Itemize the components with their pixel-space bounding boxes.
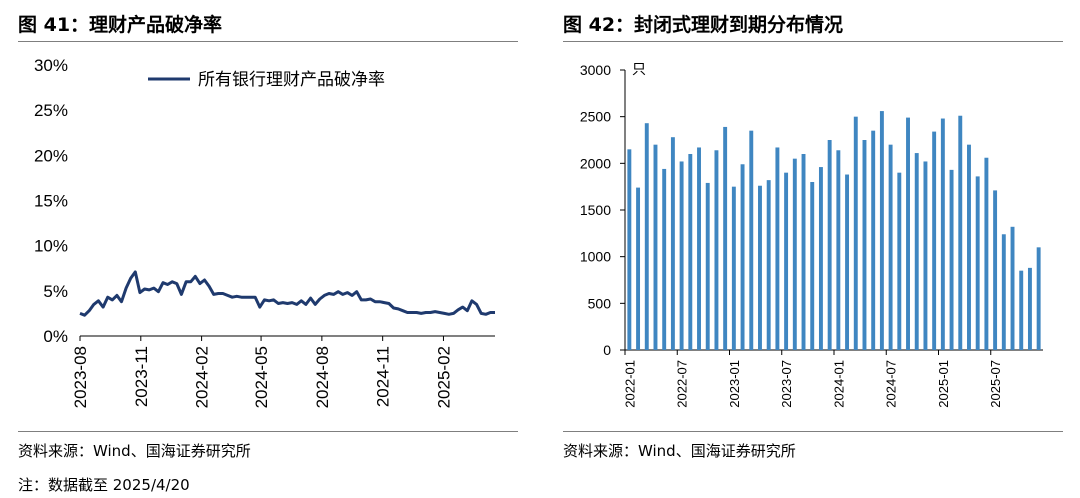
bar-2024-04 [862,140,867,350]
bar-2024-08 [897,172,902,350]
right-x-tick-label: 2022-07 [675,360,690,408]
right-y-tick-label: 0 [603,342,611,358]
bar-2024-10 [914,153,919,350]
bar-2024-07 [888,144,893,350]
bar-series [627,111,1041,351]
left-y-axis: 0% 5% 10% 15% 20% 25% 30% [34,56,68,346]
bar-2023-12 [827,140,832,350]
bar-2025-03 [958,115,963,350]
bar-2024-12 [932,131,937,350]
left-line-chart: 0% 5% 10% 15% 20% 25% 30% 2023-08 2023-11 2024-0… [34,56,495,408]
bar-2025-05 [975,176,980,350]
bar-2022-09 [697,147,701,350]
bar-2025-08 [1001,234,1006,350]
bar-2024-05 [871,130,876,350]
bar-2023-04 [758,185,762,350]
bar-2024-11 [923,161,928,350]
left-y-tick-label: 0% [43,327,68,346]
bar-2022-06 [670,137,675,350]
legend-label: 所有银行理财产品破净率 [198,70,385,89]
bar-2023-07 [784,172,789,350]
bar-2025-01 [940,118,945,350]
bar-2023-05 [766,180,771,350]
right-x-tick-label: 2022-01 [622,360,637,408]
bar-2025-04 [967,144,971,350]
right-y-axis: 0 500 1000 1500 2000 2500 3000 [580,62,625,358]
bar-2022-04 [653,144,658,350]
data-cutoff-note: 注：数据截至 2025/4/20 [18,476,190,494]
bar-2024-01 [836,150,841,350]
bar-2022-10 [705,182,710,350]
bar-2023-02 [740,164,745,350]
left-x-tick-label: 2023-08 [71,346,90,408]
right-x-tick-label: 2023-01 [727,360,742,408]
right-y-tick-label: 1000 [580,249,611,265]
bar-2022-12 [723,126,728,351]
bar-2025-07 [993,190,998,350]
right-x-tick-label: 2023-07 [779,360,794,408]
line-series-bank-wmp-below-par-rate [79,270,495,317]
bar-2024-06 [879,111,884,350]
bar-2022-03 [644,123,649,350]
right-source-note: 资料来源：Wind、国海证券研究所 [563,442,796,460]
right-x-tick-label: 2025-01 [936,360,951,408]
left-x-tick-label: 2023-11 [132,346,151,407]
right-y-unit-label: 只 [632,61,646,77]
left-x-tick-label: 2024-08 [313,346,332,408]
left-chart-title: 图 41：理财产品破净率 [18,14,223,36]
left-y-tick-label: 15% [34,192,68,211]
left-title-rule [18,41,518,42]
left-y-tick-label: 10% [34,237,68,256]
right-bottom-rule [563,431,1063,432]
bar-2023-01 [731,186,736,350]
bar-2022-11 [714,150,719,350]
left-source-note: 资料来源：Wind、国海证券研究所 [18,442,251,460]
bar-2025-02 [949,169,954,350]
bar-2024-03 [853,116,858,350]
bar-2025-10 [1019,270,1024,350]
bar-2023-06 [775,147,780,350]
left-y-tick-label: 5% [43,282,68,301]
right-x-tick-label: 2024-01 [831,360,846,408]
right-y-tick-label: 3000 [580,62,611,78]
left-x-tick-label: 2024-11 [374,346,393,407]
bar-2022-02 [636,187,641,350]
right-title-rule [563,41,1063,42]
right-x-axis: 2022-01 2022-07 2023-01 2023-07 2024-01 2024-… [622,350,1003,408]
right-y-tick-label: 2500 [580,109,611,125]
left-y-tick-label: 30% [34,56,68,75]
bar-2024-02 [845,174,850,350]
left-y-tick-label: 25% [34,101,68,120]
left-x-tick-label: 2025-02 [434,346,453,408]
bar-2023-08 [792,158,797,350]
bar-2025-12 [1036,247,1041,350]
bar-2023-09 [801,154,806,350]
left-x-axis: 2023-08 2023-11 2024-02 2024-05 2024-08 2024-… [71,336,453,408]
bar-2022-07 [679,161,684,350]
bar-2022-08 [688,154,693,350]
bar-2023-03 [749,130,754,350]
right-x-tick-label: 2024-07 [884,360,899,408]
bar-2022-05 [662,168,667,350]
bar-2022-01 [627,149,632,350]
right-y-tick-label: 2000 [580,155,611,171]
right-x-tick-label: 2025-07 [988,360,1003,408]
right-chart-title: 图 42：封闭式理财到期分布情况 [563,14,844,36]
left-x-tick-label: 2024-05 [252,346,271,408]
left-bottom-rule [18,431,518,432]
bar-2023-11 [818,167,823,350]
bar-2025-11 [1027,267,1032,350]
left-x-tick-label: 2024-02 [193,346,212,408]
right-y-tick-label: 500 [588,295,612,311]
left-y-tick-label: 20% [34,146,68,165]
bar-2025-06 [984,157,989,350]
legend: 所有银行理财产品破净率 [148,70,385,89]
bar-2025-09 [1010,226,1015,350]
right-y-tick-label: 1500 [580,202,611,218]
bar-2024-09 [906,117,910,350]
bar-2023-10 [810,182,815,350]
